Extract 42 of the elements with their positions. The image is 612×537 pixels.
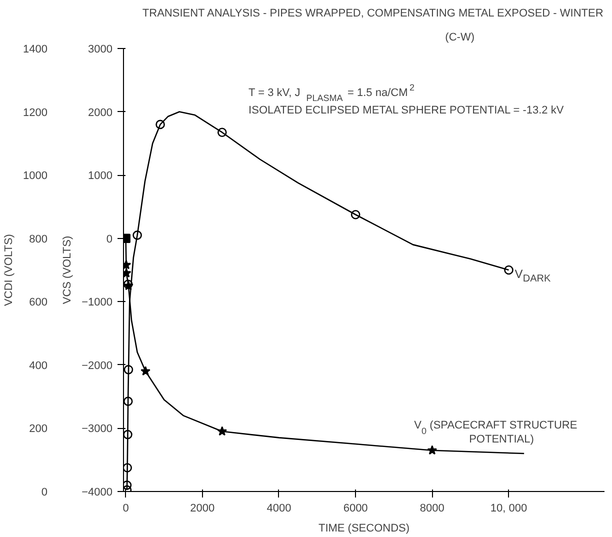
y-tick-label: 0 [106, 233, 113, 246]
y-tick-label: 1000 [88, 170, 113, 182]
y2-tick-label: 1400 [23, 44, 48, 56]
y2-tick-label: 0 [41, 486, 48, 498]
y2-tick-label: 800 [29, 233, 48, 246]
point [504, 265, 514, 275]
y2-tick-label: 400 [29, 360, 48, 372]
y-tick-label: 3000 [88, 44, 113, 56]
x-tick-label: 6000 [343, 502, 368, 514]
y2-tick-label: 1200 [23, 106, 48, 119]
point [124, 430, 132, 440]
point [124, 480, 132, 490]
y2-tick-label: 600 [29, 296, 48, 309]
x-tick-label: 0 [122, 502, 129, 514]
chart-title: TRANSIENT ANALYSIS - PIPES WRAPPED, COMPENSATING METAL EXPOSED - WINTER [142, 8, 604, 20]
x-tick-label: 10, 000 [490, 502, 528, 514]
point [156, 120, 165, 130]
point [132, 230, 142, 240]
x-tick-label: 8000 [420, 502, 444, 514]
point [124, 234, 130, 244]
x-tick-label: 4000 [266, 502, 292, 514]
y-tick-label: −2000 [82, 360, 113, 372]
y-axis-title: VCS (VOLTS) [62, 236, 74, 304]
annotation: ISOLATED ECLIPSED METAL SPHERE POTENTIAL = -13.2 kV [248, 104, 564, 117]
point [124, 463, 132, 472]
x-tick-label: 2000 [190, 502, 215, 514]
point [124, 396, 133, 406]
y2-tick-label: 1000 [23, 170, 48, 182]
x-axis-title: TIME (SECONDS) [318, 522, 410, 534]
point [217, 128, 227, 137]
y2-tick-label: 200 [29, 423, 48, 436]
point [350, 210, 360, 220]
y2-axis-title: VCDI (VOLTS) [3, 234, 16, 306]
point [124, 365, 134, 374]
point [427, 445, 438, 455]
y-tick-label: −4000 [82, 486, 113, 498]
chart-subtitle: (C-W) [445, 32, 475, 44]
y-tick-label: 2000 [88, 106, 113, 119]
point [217, 426, 228, 436]
y-tick-label: −3000 [82, 423, 113, 436]
point [140, 366, 150, 376]
y-tick-label: −1000 [82, 296, 113, 309]
